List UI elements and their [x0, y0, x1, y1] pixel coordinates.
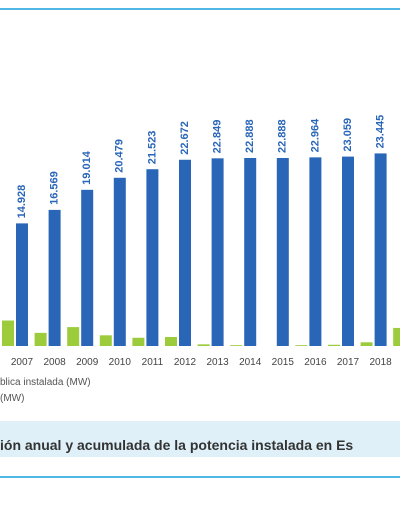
data-label-2017: 23.059 [342, 118, 354, 152]
bar-cumulative-2010 [113, 177, 126, 346]
bar-cumulative-2014 [244, 158, 257, 346]
x-tick-2007: 2007 [11, 357, 34, 368]
top-rule [0, 8, 400, 10]
figure-caption: ión anual y acumulada de la potencia ins… [0, 437, 354, 453]
bar-cumulative-2007 [16, 223, 28, 346]
data-label-2009: 19.014 [81, 150, 93, 185]
bar-chart: 14.928 2007 16.569 2008 19.014 2009 20.479 2010… [2, 115, 400, 368]
bar-cumulative-2013 [211, 158, 224, 346]
bottom-rule [0, 476, 400, 478]
bar-cumulative-2018 [374, 153, 387, 346]
bar-annual-2017 [328, 344, 340, 346]
caption-band [0, 421, 400, 457]
data-label-2018: 23.445 [375, 115, 387, 149]
data-label-2011: 21.523 [146, 131, 158, 165]
bar-cumulative-2011 [146, 169, 159, 346]
data-label-2008: 16.569 [49, 171, 61, 205]
bar-annual-2009 [67, 327, 80, 346]
bar-annual-2010 [99, 335, 112, 346]
x-tick-2010: 2010 [109, 357, 132, 368]
bar-cumulative-2017 [342, 156, 354, 346]
bar-annual-2011 [132, 337, 145, 346]
bar-cumulative-2016 [309, 157, 322, 346]
x-tick-2014: 2014 [239, 357, 262, 368]
x-tick-2017: 2017 [337, 357, 360, 368]
bar-cumulative-2012 [179, 159, 191, 346]
x-tick-2009: 2009 [76, 357, 99, 368]
x-tick-2013: 2013 [206, 357, 229, 368]
bar-cumulative-2015 [276, 158, 289, 346]
bar-annual-2016 [295, 345, 308, 346]
x-tick-2016: 2016 [304, 357, 327, 368]
bar-annual-2007 [2, 320, 14, 346]
x-tick-2011: 2011 [142, 357, 164, 368]
bar-annual-2012 [165, 336, 177, 346]
bar-cumulative-2008 [48, 209, 61, 346]
x-tick-2008: 2008 [43, 357, 66, 368]
bar-annual-20 [393, 327, 400, 346]
data-label-2012: 22.672 [179, 121, 191, 155]
legend-entry-cumulative: blica instalada (MW) [0, 377, 91, 388]
data-label-2013: 22.849 [212, 120, 224, 154]
x-tick-2015: 2015 [272, 357, 295, 368]
data-label-2010: 20.479 [114, 139, 126, 173]
bar-annual-2008 [34, 332, 47, 346]
bar-annual-2018 [360, 342, 373, 346]
data-label-2015: 22.888 [277, 119, 289, 153]
data-label-2014: 22.888 [244, 119, 256, 153]
x-tick-2012: 2012 [174, 357, 197, 368]
bar-cumulative-2009 [81, 189, 94, 346]
x-tick-2018: 2018 [369, 357, 392, 368]
bar-annual-2014 [230, 345, 243, 346]
data-label-2007: 14.928 [16, 185, 28, 219]
legend-entry-annual: (MW) [0, 393, 25, 404]
bar-annual-2013 [197, 344, 210, 346]
data-label-2016: 22.964 [309, 118, 321, 153]
